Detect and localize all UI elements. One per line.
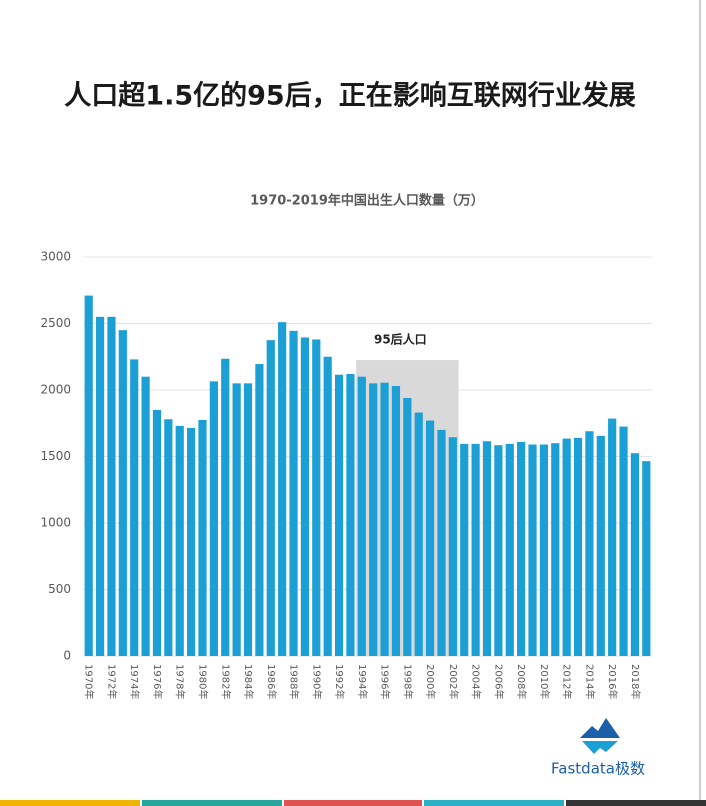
highlight-label: 95后人口 (374, 332, 427, 347)
bar (312, 339, 321, 656)
bar (642, 461, 651, 656)
bar (334, 374, 344, 656)
bar (414, 412, 423, 656)
logo-icon (580, 718, 620, 738)
x-tick-label: 1998年 (401, 664, 414, 699)
stripe (566, 800, 706, 806)
x-tick-label: 1970年 (83, 664, 96, 699)
bar (209, 381, 218, 656)
x-tick-label: 1984年 (242, 664, 255, 699)
x-tick-label: 1990年 (310, 664, 323, 699)
bar (323, 356, 332, 656)
bar (243, 383, 253, 656)
bar (278, 322, 287, 656)
x-tick-label: 1982年 (219, 664, 232, 699)
bar (562, 438, 571, 656)
x-tick-label: 2014年 (583, 664, 596, 699)
bar (84, 295, 93, 656)
bar (608, 418, 617, 656)
bar (118, 330, 127, 656)
x-tick-label: 2008年 (515, 664, 528, 699)
x-tick-label: 2018年 (629, 664, 642, 699)
page-title: 人口超1.5亿的95后，正在影响互联网行业发展 (64, 80, 635, 112)
bar (187, 427, 196, 656)
x-tick-label: 1992年 (333, 664, 346, 699)
y-tick-label: 2000 (40, 383, 71, 397)
bar (152, 409, 162, 656)
x-tick-label: 1986年 (265, 664, 278, 699)
x-tick-label: 2006年 (492, 664, 505, 699)
bar (266, 340, 275, 656)
bar (221, 358, 230, 656)
bar (482, 441, 492, 656)
bar (95, 316, 105, 656)
bar (460, 443, 469, 656)
bar (494, 445, 503, 656)
x-tick-label: 1976年 (151, 664, 164, 699)
bar (517, 441, 526, 656)
bar (505, 443, 514, 656)
bar (346, 374, 355, 656)
x-tick-label: 1994年 (356, 664, 369, 699)
stripe (424, 800, 564, 806)
x-tick-label: 2004年 (470, 664, 483, 699)
bar (380, 382, 389, 656)
y-tick-label: 1000 (40, 516, 71, 530)
bar (471, 443, 480, 656)
bar (175, 425, 184, 656)
y-tick-label: 3000 (40, 250, 71, 264)
bar (403, 397, 412, 656)
x-tick-label: 1978年 (174, 664, 187, 699)
bar (357, 376, 366, 656)
y-tick-label: 1500 (40, 449, 71, 463)
y-tick-label: 0 (63, 649, 71, 663)
logo: Fastdata极数 (551, 718, 645, 778)
bar (289, 330, 298, 656)
bar (130, 359, 139, 656)
bar (391, 386, 401, 656)
x-tick-label: 1974年 (128, 664, 141, 699)
stripe (142, 800, 282, 806)
brand: Fastdata极数 (551, 760, 645, 778)
bar (255, 364, 264, 656)
x-tick-label: 2000年 (424, 664, 437, 699)
bar (539, 444, 548, 656)
bar (141, 376, 150, 656)
x-tick-label: 2012年 (561, 664, 574, 699)
bar (596, 435, 605, 656)
x-tick-label: 2016年 (606, 664, 619, 699)
stripe (0, 800, 140, 806)
x-tick-label: 2010年 (538, 664, 551, 699)
bar (528, 444, 537, 656)
bar (425, 420, 435, 656)
x-tick-label: 1972年 (105, 664, 118, 699)
plot: 0 500 1000 1500 2000 2500 3000 95后人口 1970年 1972年 1… (40, 250, 652, 699)
bar (630, 453, 640, 656)
bar (164, 419, 173, 656)
stripe (284, 800, 422, 806)
x-tick-label: 1988年 (288, 664, 301, 699)
bar (369, 383, 378, 656)
x-tick-label: 1996年 (379, 664, 392, 699)
y-tick-label: 500 (48, 582, 71, 596)
bar (619, 426, 628, 656)
x-tick-label: 2002年 (447, 664, 460, 699)
logo-icon-base (582, 741, 618, 754)
bar (448, 437, 457, 656)
bar (300, 337, 310, 656)
y-tick-label: 2500 (40, 316, 71, 330)
bar (573, 437, 583, 656)
x-tick-label: 1980年 (196, 664, 209, 699)
bar (198, 419, 207, 656)
bar (107, 316, 116, 656)
bar (232, 383, 241, 656)
bar (585, 431, 594, 656)
bar (437, 429, 446, 656)
chart-title: 1970-2019年中国出生人口数量（万） (250, 193, 484, 209)
bar (551, 443, 560, 656)
